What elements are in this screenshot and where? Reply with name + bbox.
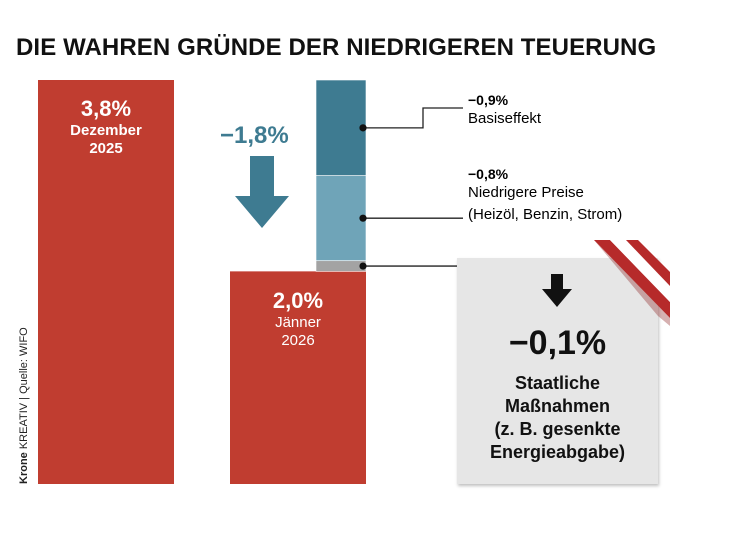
source-brand: Krone: [18, 452, 30, 484]
component-basiseffekt-label: −0,9% Basiseffekt: [468, 92, 541, 130]
callout-line: Energieabgabe): [489, 442, 626, 462]
bar-year-label: 2026: [281, 332, 315, 349]
connector-niedrigere-preise-dot: [359, 214, 367, 222]
bar-period-label: Dezember: [70, 122, 142, 139]
callout-line: Staatliche: [514, 373, 601, 393]
segment-niedrigere-preise: [315, 175, 367, 262]
source-brand-suffix: KREATIV: [18, 402, 30, 450]
source-credit: Krone KREATIV | Quelle: WIFO: [18, 327, 30, 484]
arrow-down-icon: [542, 274, 572, 307]
source-separator: |: [18, 396, 30, 400]
difference-label: −1,8%: [220, 122, 289, 149]
source-text: Quelle: WIFO: [18, 327, 30, 394]
callout-line: (z. B. gesenkte: [494, 419, 621, 439]
callout-value: −0,1%: [508, 324, 607, 362]
component-name: Niedrigere Preise: [468, 184, 584, 201]
component-name: Basiseffekt: [468, 110, 542, 127]
bar-dezember-2025: [38, 80, 174, 484]
segment-basiseffekt: [315, 79, 367, 176]
segment-staatliche-massnahmen: [315, 260, 367, 272]
bar-label-jaenner: 2,0% Jänner 2026: [230, 288, 366, 350]
arrow-down-icon: [235, 156, 289, 228]
bar-value-label: 2,0%: [272, 288, 324, 313]
connector-basiseffekt-dot: [359, 124, 367, 132]
bar-period-label: Jänner: [275, 314, 321, 331]
component-preise-label: −0,8% Niedrigere Preise (Heizöl, Benzin,…: [468, 166, 622, 226]
connector-basiseffekt: [362, 107, 463, 129]
bar-value-label: 3,8%: [80, 96, 132, 121]
component-detail: (Heizöl, Benzin, Strom): [468, 206, 623, 223]
callout-text: Staatliche Maßnahmen (z. B. gesenkte Ene…: [457, 372, 658, 464]
bar-label-dezember: 3,8% Dezember 2025: [38, 96, 174, 158]
connector-staatliche-massnahmen-dot: [359, 262, 367, 270]
callout-line: Maßnahmen: [504, 396, 610, 416]
component-value: −0,9%: [468, 92, 509, 108]
austria-flag-ribbon: [594, 240, 670, 326]
component-value: −0,8%: [468, 166, 509, 182]
chart-title: DIE WAHREN GRÜNDE DER NIEDRIGEREN TEUERU…: [16, 34, 657, 61]
bar-year-label: 2025: [89, 140, 123, 157]
bar-jaenner-2026: [230, 271, 366, 484]
